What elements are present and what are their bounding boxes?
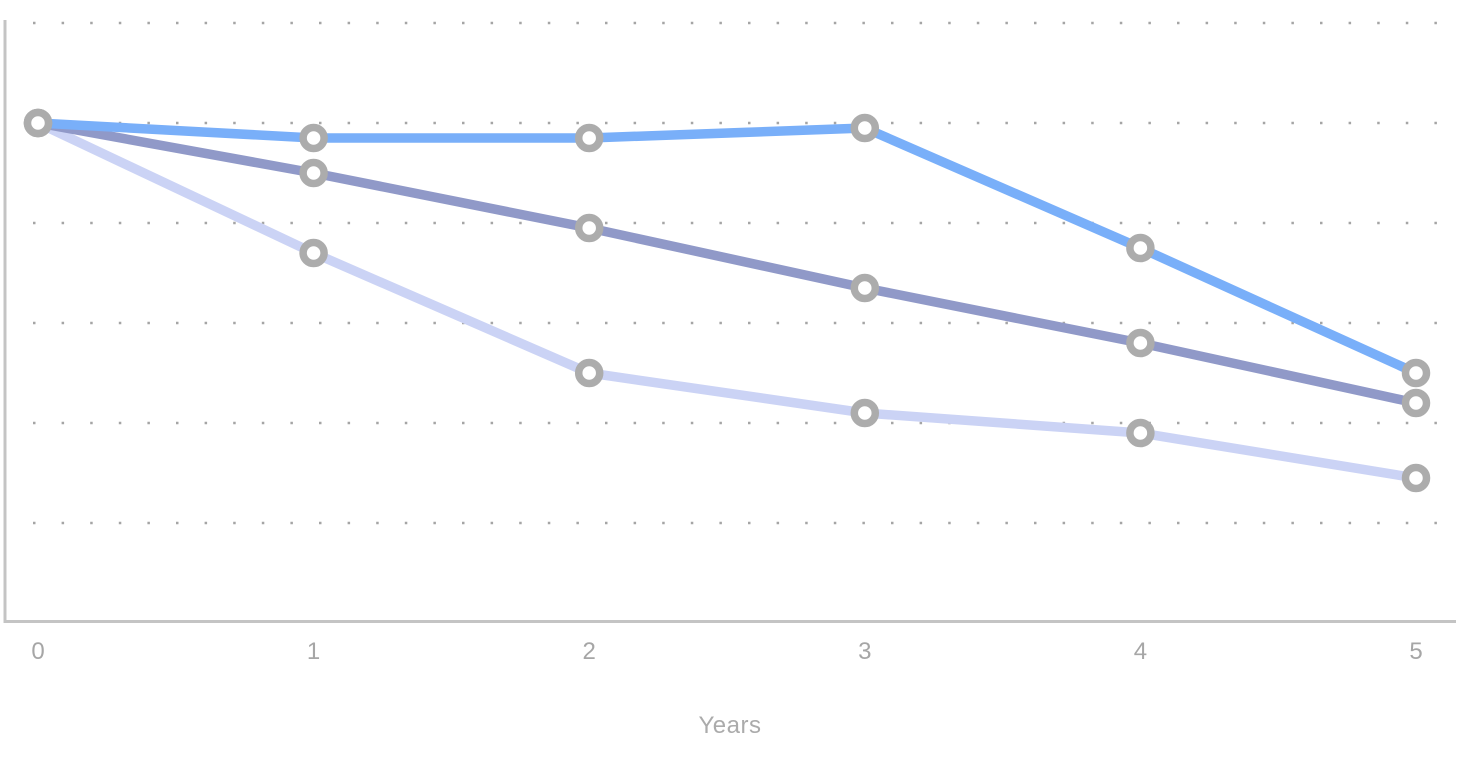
data-point-marker[interactable]	[850, 398, 880, 428]
data-point-marker[interactable]	[1126, 233, 1155, 263]
data-series	[33, 118, 1421, 483]
data-point-marker[interactable]	[1401, 463, 1431, 493]
data-point-marker[interactable]	[23, 108, 53, 138]
x-tick-label: 5	[1409, 638, 1422, 665]
x-axis-title: Years	[699, 712, 762, 739]
data-point-marker[interactable]	[299, 238, 328, 268]
data-point-marker[interactable]	[1126, 418, 1155, 448]
data-point-marker[interactable]	[574, 213, 604, 243]
data-point-marker[interactable]	[574, 358, 604, 388]
x-tick-label: 4	[1134, 638, 1147, 665]
series-line-series-2	[33, 118, 1421, 408]
x-tick-label: 1	[307, 638, 320, 665]
series-line-series-1	[33, 118, 1421, 378]
data-point-marker[interactable]	[850, 273, 880, 303]
x-tick-label: 3	[858, 638, 871, 665]
x-tick-label: 2	[583, 638, 596, 665]
data-markers	[23, 108, 1431, 493]
data-point-marker[interactable]	[1401, 388, 1431, 418]
x-tick-label: 0	[31, 638, 44, 665]
series-line-series-3	[33, 118, 1421, 483]
data-point-marker[interactable]	[1126, 328, 1155, 358]
data-point-marker[interactable]	[574, 123, 604, 153]
x-tick-labels: 0 1 2 3 4 5	[31, 638, 1422, 665]
data-point-marker[interactable]	[299, 123, 328, 153]
data-point-marker[interactable]	[1401, 358, 1431, 388]
data-point-marker[interactable]	[299, 158, 328, 188]
data-point-marker[interactable]	[850, 113, 880, 143]
